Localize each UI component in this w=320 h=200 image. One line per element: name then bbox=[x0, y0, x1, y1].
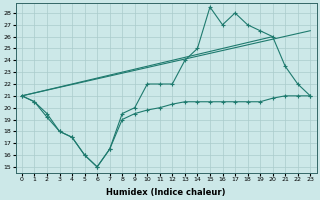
X-axis label: Humidex (Indice chaleur): Humidex (Indice chaleur) bbox=[106, 188, 226, 197]
